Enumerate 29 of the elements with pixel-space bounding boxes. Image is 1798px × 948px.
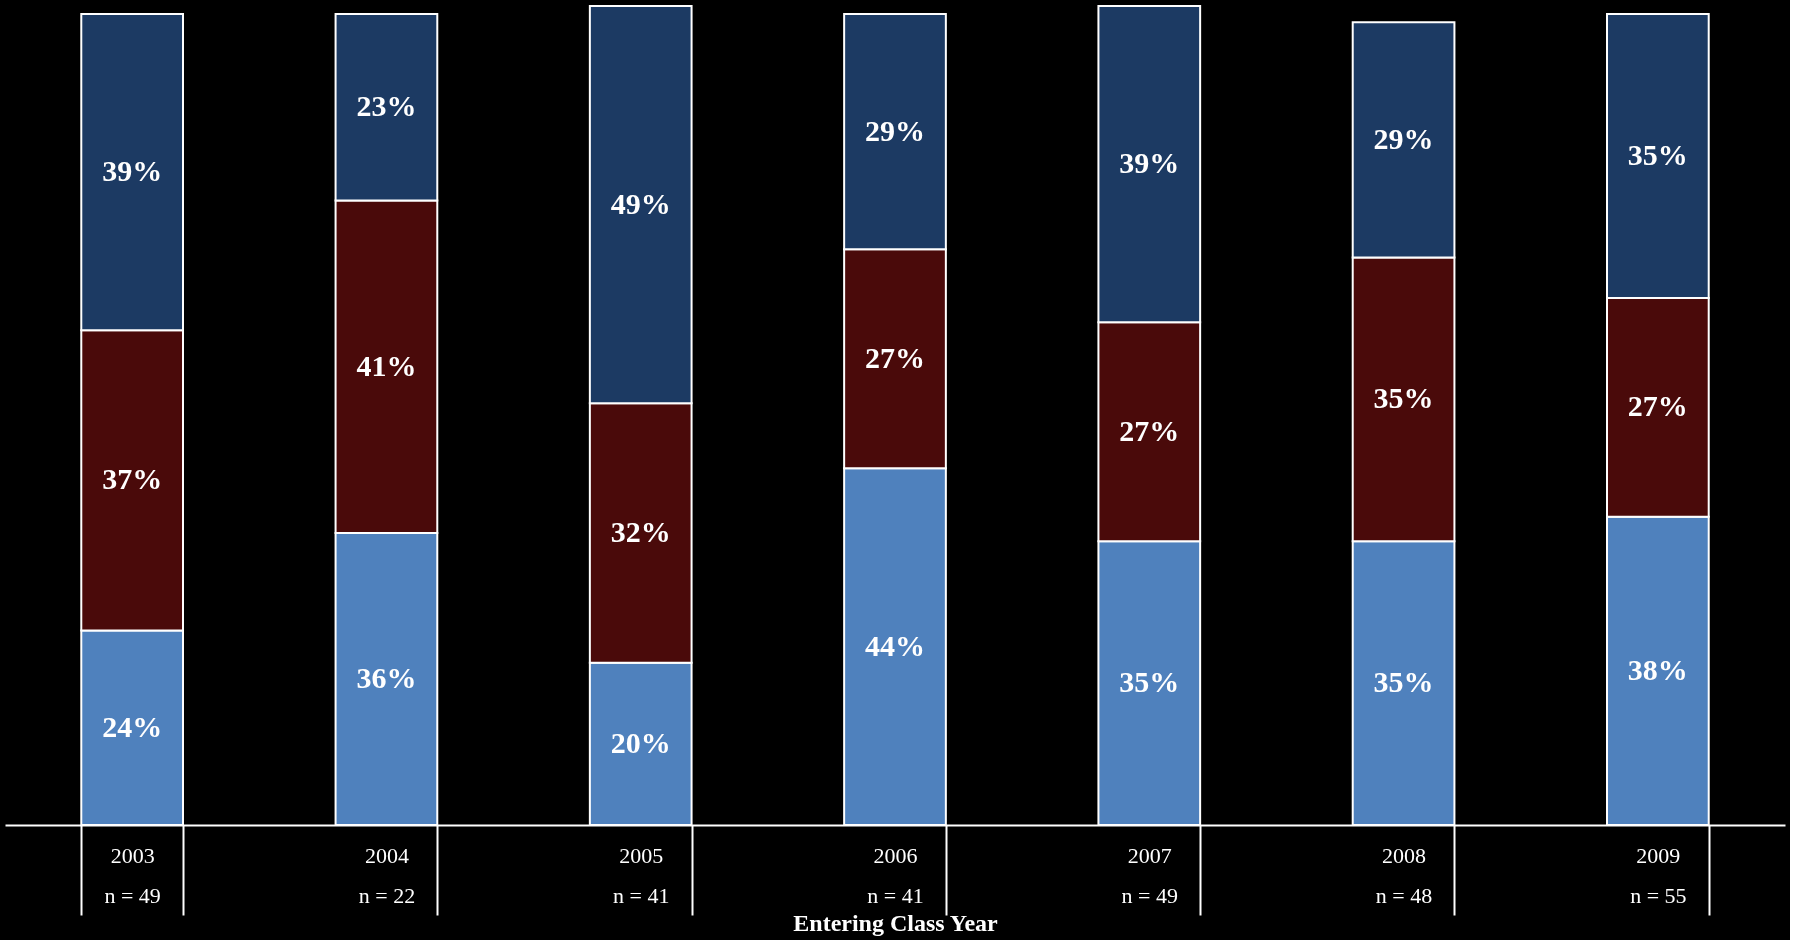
data-label: 35% [1373,381,1434,415]
data-label: 29% [1373,121,1434,155]
data-label: 44% [865,628,925,662]
data-label: 38% [1627,652,1688,686]
data-label: 27% [865,340,925,374]
data-label: 20% [610,725,671,759]
data-label: 37% [102,462,163,496]
x-tick-label: 2003 n = 49 [104,842,161,908]
data-label: 24% [102,709,163,743]
x-tick-label: 2007 n = 49 [1121,842,1178,908]
data-label: 39% [102,154,163,188]
data-label: 49% [610,186,671,220]
data-label: 35% [1627,138,1688,172]
x-tick-label: 2005 n = 41 [613,842,670,908]
x-tick-label: 2009 n = 55 [1630,842,1687,908]
data-label: 27% [1627,389,1688,423]
x-tick-label: 2008 n = 48 [1375,842,1433,908]
data-label: 32% [610,515,671,549]
x-tick-label: 2004 n = 22 [358,842,416,908]
x-tick-label: 2006 n = 41 [867,842,924,908]
data-label: 29% [865,113,925,147]
data-label: 27% [1119,413,1180,447]
data-label: 36% [356,661,417,695]
data-label: 39% [1119,146,1180,180]
data-label: 23% [356,89,417,123]
data-label: 35% [1373,665,1434,699]
data-label: 41% [356,348,417,382]
data-label: 35% [1119,665,1180,699]
x-axis-title: Entering Class Year [793,909,999,936]
